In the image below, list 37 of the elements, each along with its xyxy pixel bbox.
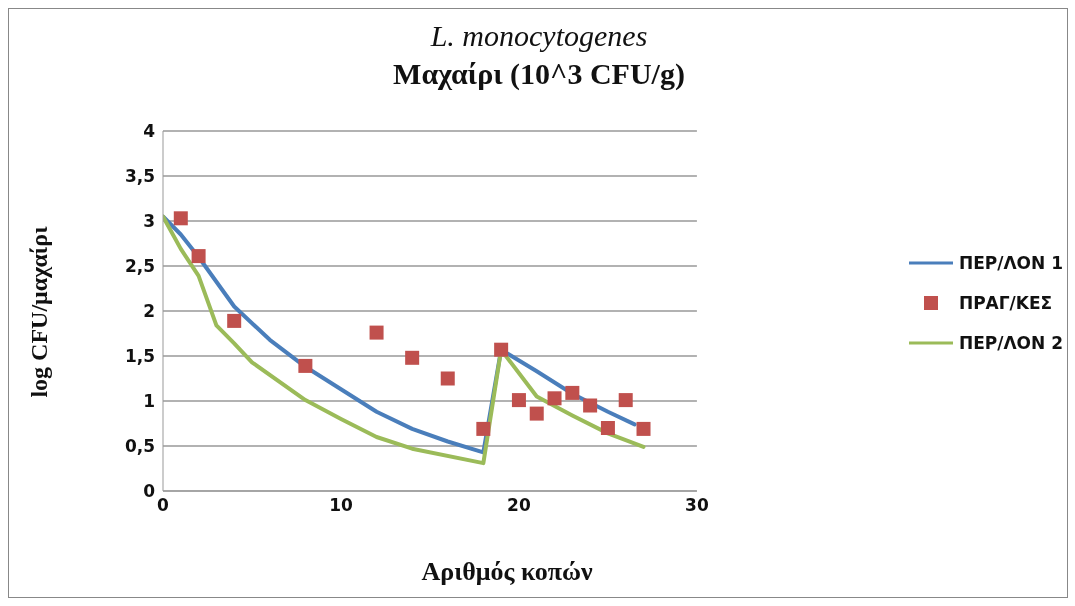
y-tick-label: 2,5: [124, 256, 155, 277]
y-tick-label: 3: [143, 211, 155, 232]
y-axis-title: log CFU/μαχαίρι: [25, 226, 53, 398]
legend-label: ΠΡΑΓ/ΚΕΣ: [958, 292, 1053, 315]
x-tick-label: 0: [157, 495, 170, 516]
point: [600, 421, 615, 435]
chart-subtitle: Μαχαίρι (10^3 CFU/g): [392, 57, 686, 91]
point: [369, 325, 384, 340]
point: [476, 421, 491, 436]
x-tick-label: 30: [685, 495, 709, 516]
point: [173, 211, 188, 226]
point: [565, 385, 580, 400]
point: [636, 421, 651, 436]
legend-label: ΠΕΡ/ΛΟΝ 2: [958, 332, 1063, 355]
point: [191, 249, 206, 264]
y-tick-label: 0: [143, 481, 156, 502]
point: [227, 313, 242, 328]
point: [618, 393, 633, 408]
y-tick-label: 4: [143, 121, 156, 142]
x-axis-title: Αριθμός κοπών: [420, 557, 594, 587]
point: [511, 393, 526, 408]
y-tick-label: 0,5: [124, 436, 155, 457]
point: [405, 350, 420, 365]
y-tick-label: 2: [143, 301, 155, 322]
x-tick-label: 20: [507, 495, 531, 516]
chart-title: L. monocytogenes: [429, 19, 649, 53]
point: [583, 398, 598, 413]
point: [494, 342, 509, 357]
point: [547, 391, 562, 406]
y-tick-label: 1,5: [124, 346, 155, 367]
x-tick-label: 10: [329, 495, 353, 516]
point: [440, 371, 455, 386]
y-tick-label: 3,5: [124, 166, 155, 187]
legend-label: ΠΕΡ/ΛΟΝ 1: [958, 252, 1063, 275]
point: [298, 358, 313, 373]
y-tick-label: 1: [143, 391, 155, 412]
point: [529, 406, 544, 421]
